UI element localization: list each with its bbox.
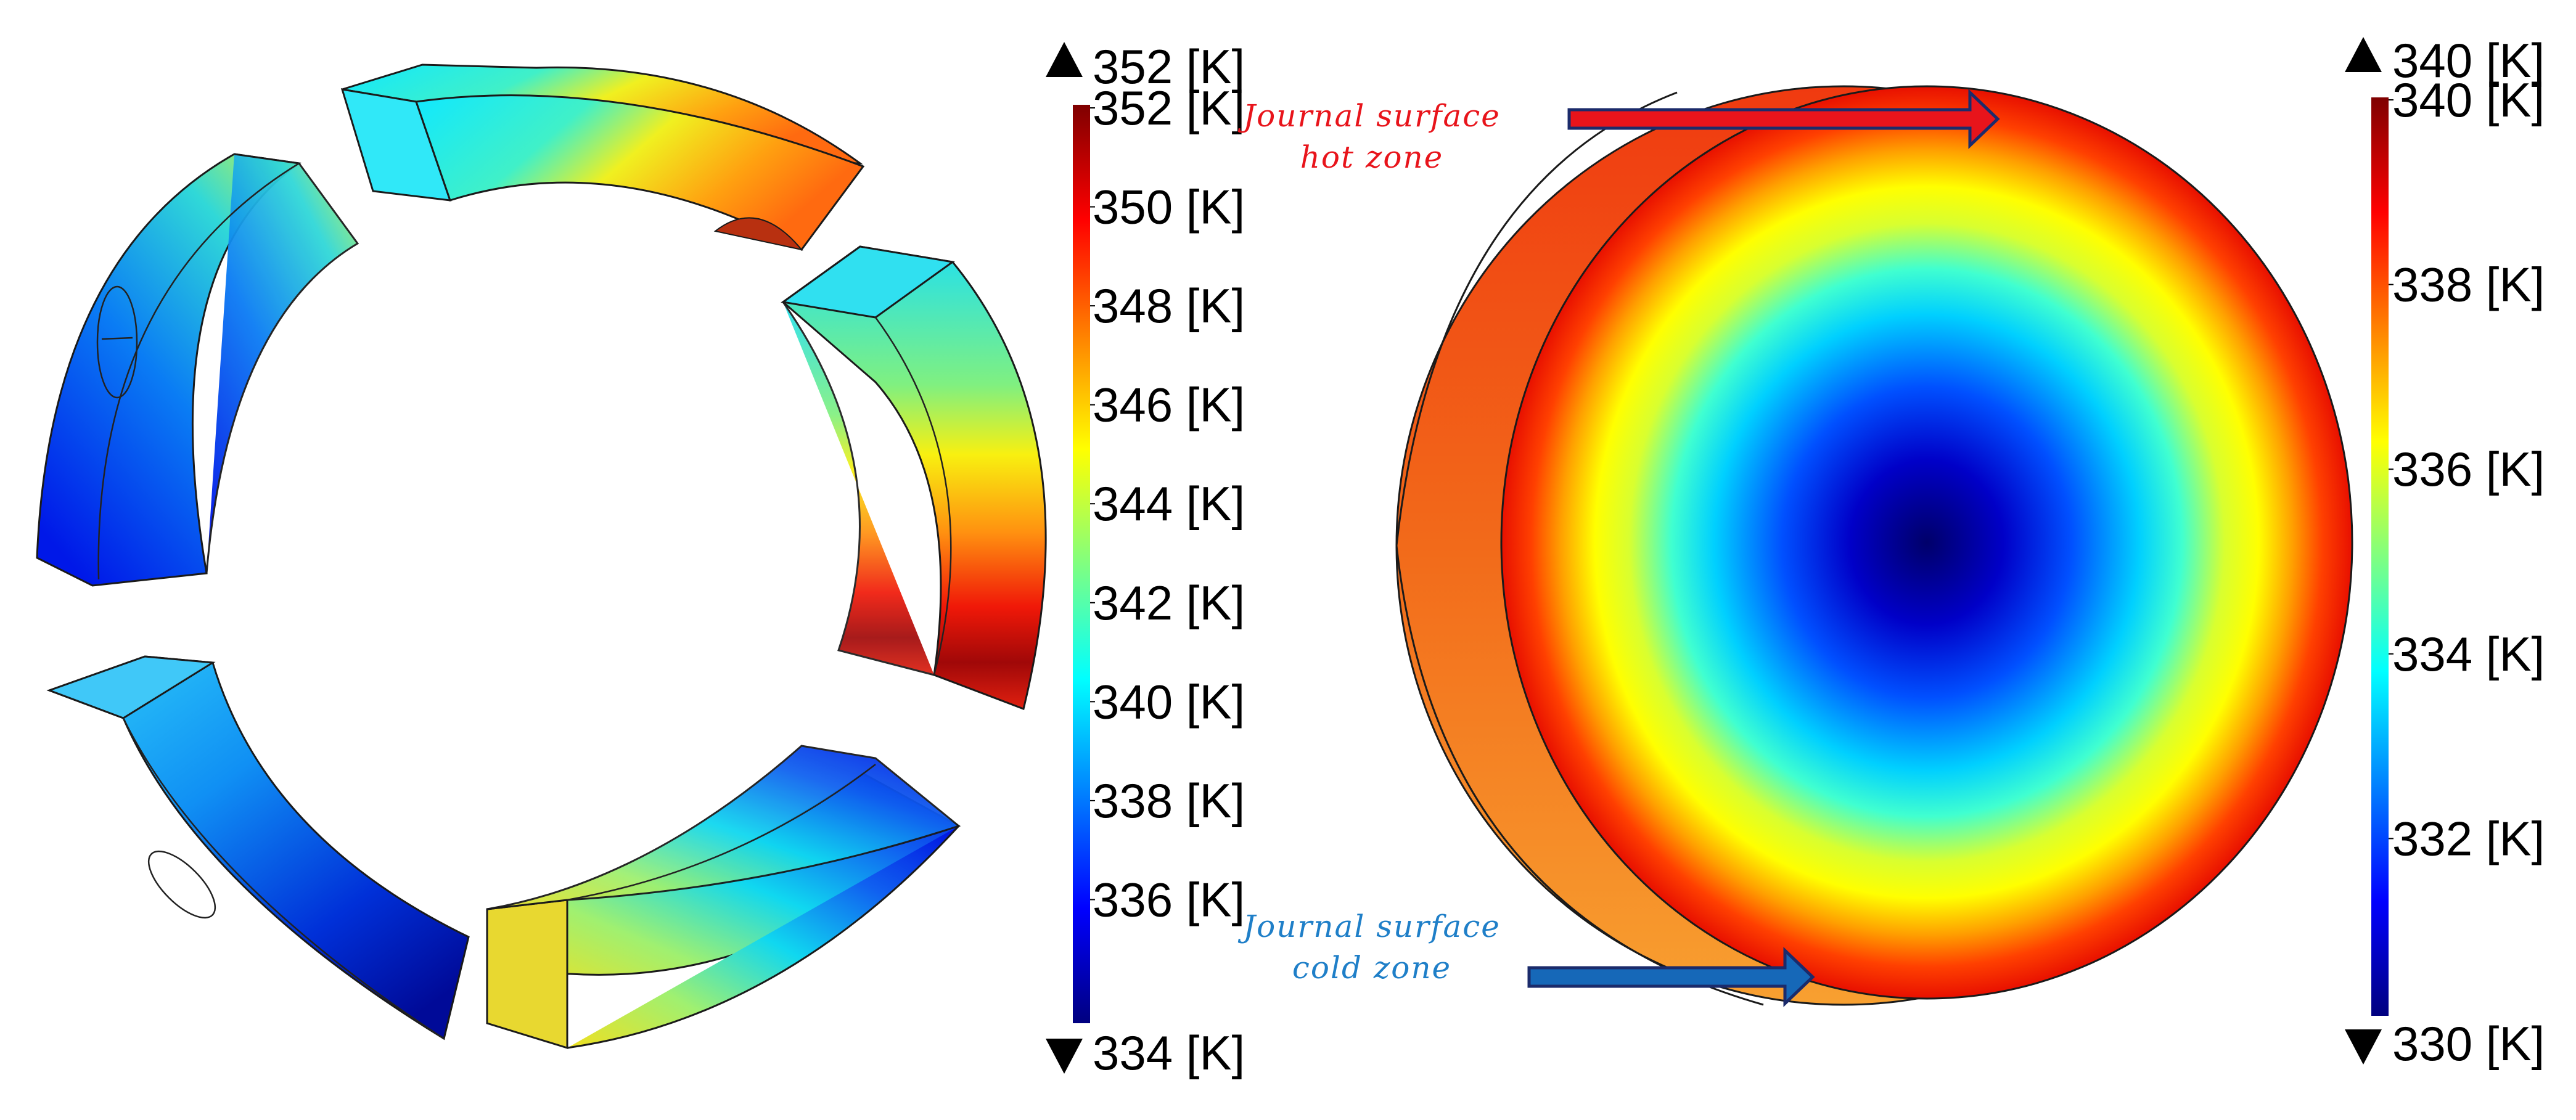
cold-zone-arrow-icon [1527, 947, 1815, 1007]
hot-zone-label-line1: Journal surface [1237, 98, 1501, 134]
cold-zone-label-line1: Journal surface [1237, 909, 1501, 944]
cold-zone-label-line2: cold zone [1292, 950, 1451, 986]
colorbar-min-label: 330 [K] [2392, 1016, 2545, 1071]
colorbar-min-label: 334 [K] [1093, 1026, 1245, 1080]
cold-zone-annotation: Journal surface cold zone [1237, 909, 1815, 1007]
colorbar-tick-label: 332 [K] [2392, 811, 2545, 865]
colorbar-tick-label: 348 [K] [1093, 279, 1245, 333]
colorbar-tick-label: 338 [K] [2392, 258, 2545, 312]
colorbar-tick-label: 336 [K] [1093, 872, 1245, 926]
colorbar-tick-label: 340 [K] [2392, 73, 2545, 127]
colorbar-max-label: 340 [K] [2392, 33, 2545, 88]
colorbar-tick-label: 334 [K] [2392, 627, 2545, 681]
bearing-pads [36, 63, 1047, 1050]
min-triangle-icon [2345, 1029, 2382, 1065]
colorbar-tick-label: 352 [K] [1093, 81, 1245, 135]
colorbar-tick-label: 346 [K] [1093, 378, 1245, 432]
colorbar-ticks: 352 [K] 350 [K] 348 [K] 346 [K] 344 [K] 342 [… [1090, 81, 1245, 926]
max-triangle-icon [1046, 42, 1083, 77]
pad-top [340, 63, 865, 251]
colorbar-tick-label: 342 [K] [1093, 576, 1245, 630]
max-triangle-icon [2345, 37, 2382, 72]
colorbar-tick-label: 344 [K] [1093, 476, 1245, 531]
pad-top-left [36, 153, 359, 587]
colorbar-ticks: 340 [K] 338 [K] 336 [K] 334 [K] 332 [K] [2389, 73, 2545, 865]
colorbar-gradient [1073, 105, 1090, 1023]
pad-bottom-right [486, 745, 961, 1050]
colorbar-max-label: 352 [K] [1093, 39, 1245, 94]
colorbar-tick-label: 338 [K] [1093, 774, 1245, 828]
colorbar-gradient [2371, 97, 2389, 1016]
right-colorbar: 340 [K] 330 [K] 340 [K] 338 [K] 336 [K] 334… [2345, 33, 2545, 1071]
hot-zone-label-line2: hot zone [1300, 139, 1444, 175]
hot-zone-annotation: Journal surface hot zone [1237, 89, 2000, 175]
pad-bottom-left [46, 655, 470, 1040]
journal [1395, 85, 2353, 1006]
colorbar-tick-label: 350 [K] [1093, 180, 1245, 234]
hot-zone-arrow-icon [1567, 89, 2000, 149]
left-colorbar: 352 [K] 334 [K] 352 [K] 350 [K] 348 [K] 346… [1046, 39, 1245, 1080]
colorbar-tick-label: 336 [K] [2392, 442, 2545, 496]
journal-face [1500, 85, 2353, 1000]
pad-right [781, 245, 1047, 711]
min-triangle-icon [1046, 1039, 1083, 1074]
colorbar-tick-label: 340 [K] [1093, 674, 1245, 729]
